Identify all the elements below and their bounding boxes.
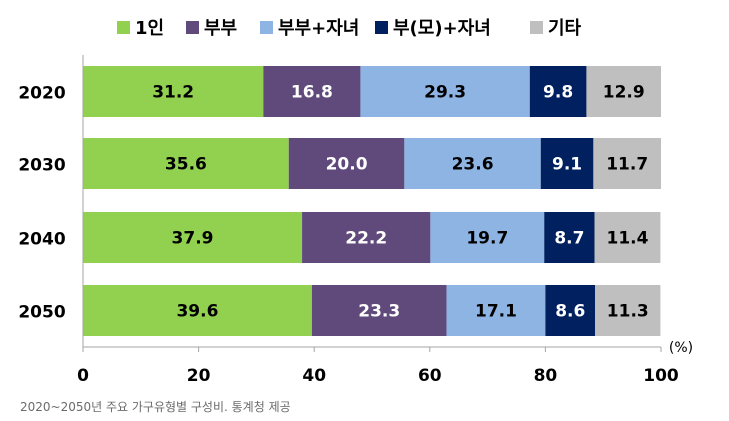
legend-label-1인: 1인 [135, 18, 164, 39]
x-unit-label: (%) [669, 340, 693, 356]
x-tick-label-20: 20 [187, 366, 211, 386]
category-label-2050: 2050 [18, 303, 65, 323]
x-tick-label-80: 80 [534, 366, 558, 386]
bar-2020-기타 [586, 66, 661, 117]
data-label-2050-부-모-자녀: 8.6 [555, 302, 585, 322]
legend-label-부-모-자녀: 부(모)+자녀 [393, 18, 491, 39]
data-label-2020-1인: 31.2 [152, 83, 194, 103]
bar-2050-부부-자녀 [446, 285, 546, 336]
chart-caption: 2020~2050년 주요 가구유형별 구성비. 통계청 제공 [20, 400, 291, 414]
bar-2020-부부-자녀 [360, 66, 530, 117]
bar-2040-부부 [302, 212, 431, 263]
x-tick-label-40: 40 [302, 366, 326, 386]
data-label-2030-부부: 20.0 [326, 155, 368, 175]
data-label-2040-부부-자녀: 19.7 [466, 229, 508, 249]
legend-swatch-부부 [186, 21, 199, 34]
x-tick-label-60: 60 [418, 366, 442, 386]
category-label-2020: 2020 [18, 84, 65, 104]
data-label-2030-1인: 35.6 [165, 155, 207, 175]
data-label-2020-부-모-자녀: 9.8 [543, 83, 573, 103]
bar-2050-기타 [595, 285, 661, 336]
data-label-2040-기타: 11.4 [606, 229, 648, 249]
data-label-2030-부-모-자녀: 9.1 [552, 155, 582, 175]
stacked-bar-chart: 31.2 16.8 29.3 9.8 12.9 2020 35.6 20.0 23.6 9.1 11… [18, 18, 693, 386]
x-tick-label-0: 0 [77, 366, 89, 386]
data-label-2020-기타: 12.9 [603, 83, 645, 103]
bar-2030-부-모-자녀 [540, 138, 594, 189]
data-label-2020-부부-자녀: 29.3 [424, 83, 466, 103]
bar-2030-부부 [288, 138, 405, 189]
bar-2040-기타 [594, 212, 661, 263]
bar-2040-부-모-자녀 [544, 212, 595, 263]
data-label-2030-부부-자녀: 23.6 [452, 155, 494, 175]
bar-2020-부부 [263, 66, 361, 117]
legend-swatch-부-모-자녀 [375, 21, 388, 34]
data-label-2040-1인: 37.9 [172, 229, 214, 249]
legend-swatch-1인 [117, 21, 130, 34]
bar-2030-부부-자녀 [404, 138, 541, 189]
data-label-2050-부부-자녀: 17.1 [475, 302, 517, 322]
data-label-2050-부부: 23.3 [358, 302, 400, 322]
x-tick-label-100: 100 [643, 366, 679, 386]
category-label-2030: 2030 [18, 156, 65, 176]
legend-label-부부: 부부 [204, 18, 237, 39]
data-label-2040-부부: 22.2 [345, 229, 387, 249]
data-label-2040-부-모-자녀: 8.7 [554, 229, 584, 249]
bar-2050-1인 [83, 285, 312, 336]
legend-label-기타: 기타 [548, 18, 582, 39]
bar-2040-부부-자녀 [430, 212, 545, 263]
data-label-2020-부부: 16.8 [291, 83, 333, 103]
bar-2030-1인 [83, 138, 289, 189]
bar-2050-부부 [311, 285, 447, 336]
category-label-2040: 2040 [18, 230, 65, 250]
bar-2020-부-모-자녀 [529, 66, 587, 117]
bar-2030-기타 [593, 138, 661, 189]
legend-swatch-부부-자녀 [260, 21, 273, 34]
bar-2050-부-모-자녀 [545, 285, 596, 336]
data-label-2050-1인: 39.6 [176, 302, 218, 322]
legend-label-부부-자녀: 부부+자녀 [278, 18, 359, 39]
data-label-2030-기타: 11.7 [606, 155, 648, 175]
legend-swatch-기타 [530, 21, 543, 34]
bar-2040-1인 [83, 212, 303, 263]
data-label-2050-기타: 11.3 [607, 302, 649, 322]
bar-2020-1인 [83, 66, 264, 117]
